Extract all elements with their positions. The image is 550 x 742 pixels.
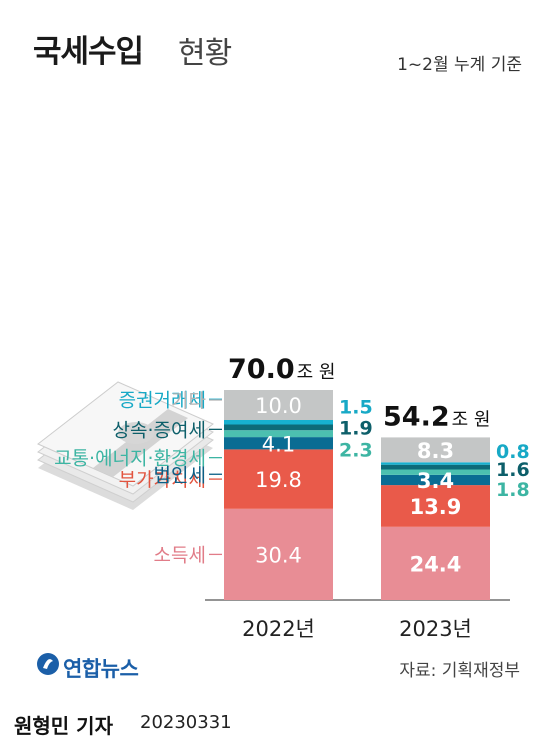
source-note: 자료: 기획재정부 — [399, 661, 520, 681]
bar-segment-상속-증여세-0 — [224, 424, 333, 431]
data-label-기타-0: 10.0 — [255, 394, 302, 418]
total-label-1: 54.2 조 원 — [383, 401, 490, 432]
series-label-교통-에너지-환경세: 교통·에너지·환경세 — [54, 448, 206, 470]
bar-segment-부가가치세-0 — [224, 449, 333, 509]
data-label-상속-증여세-1: 1.6 — [496, 459, 530, 481]
category-label-0: 2022년 — [242, 617, 315, 641]
tax-revenue-chart: 30.4 19.8 4.1 10.0 1.51.92.3 소득세 부가가치세법인세교통·에너… — [37, 354, 530, 641]
data-label-법인세-0: 4.1 — [262, 432, 295, 456]
bar-segment-증권거래세-0 — [224, 420, 333, 425]
series-label-기타: 기타 — [171, 390, 206, 412]
data-label-부가가치세-1: 13.9 — [410, 495, 462, 519]
basis-note: 1~2월 누계 기준 — [397, 55, 522, 75]
money-stack-illustration — [37, 381, 214, 510]
series-label-부가가치세: 부가가치세 — [119, 469, 206, 491]
bar-segment-부가가치세-1 — [381, 485, 490, 527]
bar-segment-상속-증여세-1 — [381, 464, 490, 470]
data-label-증권거래세-1: 0.8 — [496, 441, 530, 463]
data-label-교통-에너지-환경세-1: 1.8 — [496, 479, 530, 501]
bar-segment-증권거래세-1 — [381, 462, 490, 465]
data-label-부가가치세-0: 19.8 — [255, 468, 302, 492]
reporter-name: 원형민 기자 — [14, 714, 113, 738]
publish-date: 20230331 — [140, 712, 232, 733]
logo-text: 연합뉴스 — [63, 657, 139, 681]
bar-segment-소득세-0 — [224, 508, 333, 600]
data-label-증권거래세-0: 1.5 — [339, 396, 373, 418]
page-subtitle: 현황 — [178, 36, 232, 71]
data-label-법인세-1: 3.4 — [417, 469, 454, 493]
yonhap-logo-icon — [37, 653, 59, 675]
category-label-1: 2023년 — [399, 617, 472, 641]
bar-segment-법인세-0 — [224, 437, 333, 450]
data-label-소득세-0: 30.4 — [255, 543, 302, 567]
series-label-증권거래세: 증권거래세 — [119, 389, 206, 411]
bar-segment-교통-에너지-환경세-1 — [381, 469, 490, 475]
bar-segment-소득세-1 — [381, 526, 490, 600]
series-label-소득세: 소득세 — [154, 544, 206, 566]
page-title: 국세수입 — [33, 34, 144, 70]
bar-segment-기타-1 — [381, 437, 490, 463]
data-label-기타-1: 8.3 — [417, 439, 454, 463]
series-label-상속-증여세: 상속·증여세 — [113, 419, 206, 441]
data-label-소득세-1: 24.4 — [410, 552, 462, 576]
bar-segment-기타-0 — [224, 390, 333, 420]
series-label-법인세: 법인세 — [154, 464, 206, 486]
data-label-상속-증여세-0: 1.9 — [339, 417, 373, 439]
bar-segment-교통-에너지-환경세-0 — [224, 430, 333, 438]
data-label-교통-에너지-환경세-0: 2.3 — [339, 439, 373, 461]
bar-segment-법인세-1 — [381, 474, 490, 486]
total-label-0: 70.0 조 원 — [228, 354, 335, 385]
